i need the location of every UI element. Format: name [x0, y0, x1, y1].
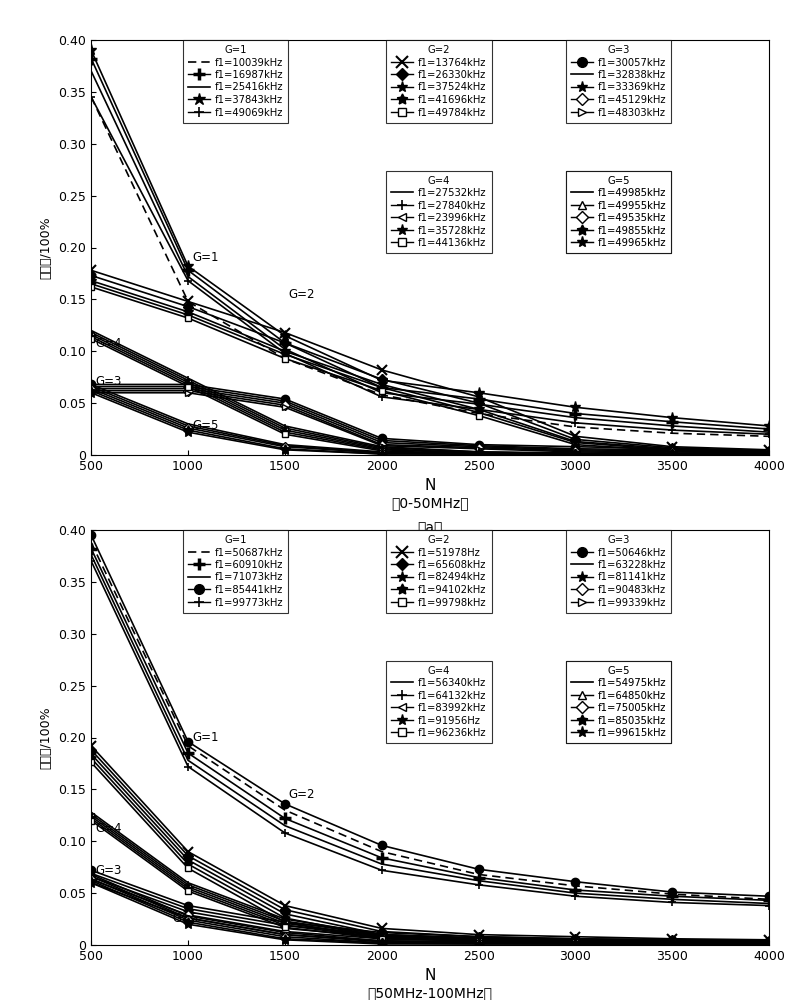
Text: G=4: G=4 — [95, 822, 121, 835]
Text: G=5: G=5 — [192, 419, 218, 432]
Legend: f1=49985kHz, f1=49955kHz, f1=49535kHz, f1=49855kHz, f1=49965kHz: f1=49985kHz, f1=49955kHz, f1=49535kHz, f… — [565, 171, 672, 253]
Text: G=2: G=2 — [289, 288, 316, 301]
Legend: f1=54975kHz, f1=64850kHz, f1=75005kHz, f1=85035kHz, f1=99615kHz: f1=54975kHz, f1=64850kHz, f1=75005kHz, f… — [565, 661, 672, 743]
Text: G=1: G=1 — [192, 731, 218, 744]
Text: G=3: G=3 — [95, 864, 121, 877]
Y-axis label: 虚警率/100%: 虚警率/100% — [40, 706, 53, 769]
Text: G=5: G=5 — [173, 912, 199, 925]
Text: G=1: G=1 — [192, 251, 218, 264]
Text: （0-50MHz）: （0-50MHz） — [392, 496, 469, 510]
X-axis label: N: N — [424, 478, 436, 493]
Text: G=2: G=2 — [289, 788, 316, 801]
Text: G=3: G=3 — [95, 375, 121, 388]
Y-axis label: 虚警率/100%: 虚警率/100% — [40, 216, 53, 279]
X-axis label: N: N — [424, 968, 436, 983]
Text: G=4: G=4 — [95, 337, 121, 350]
Text: （a）: （a） — [418, 521, 442, 535]
Text: （50MHz-100MHz）: （50MHz-100MHz） — [368, 986, 492, 1000]
